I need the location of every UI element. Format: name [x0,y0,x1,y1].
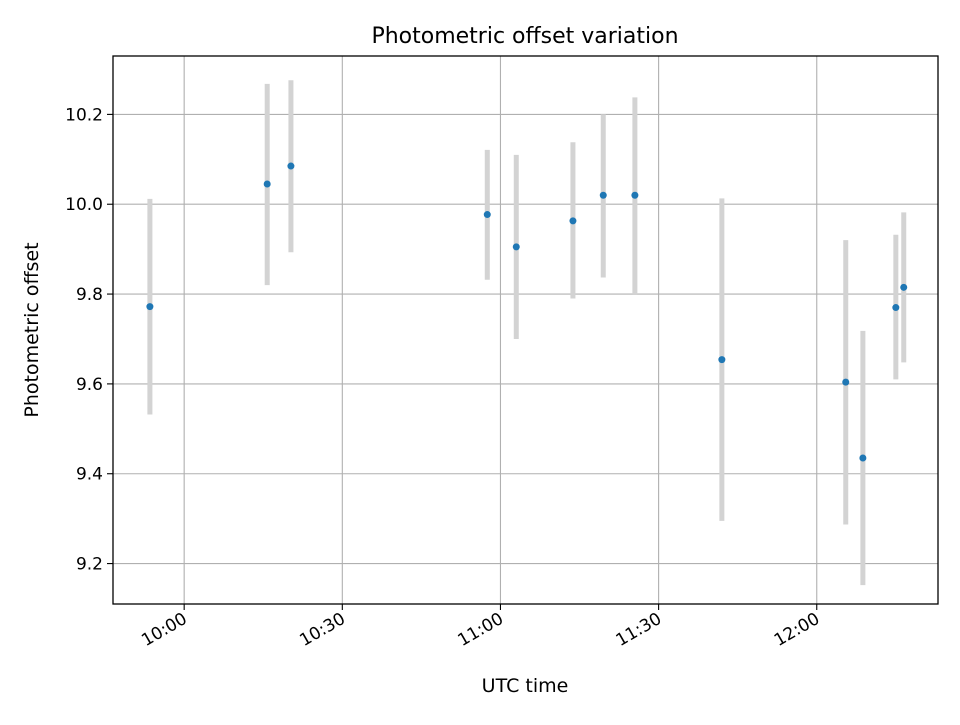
data-point [569,217,577,225]
y-tick-label: 9.8 [76,285,103,305]
y-axis-label: Photometric offset [21,242,43,417]
x-tick-label: 12:00 [771,609,823,651]
data-point-layer [146,162,908,462]
y-tick-label: 9.2 [76,555,103,575]
plot-frame [112,55,939,605]
data-point [859,454,867,462]
y-tick-label: 9.4 [76,465,103,485]
error-bar-layer [147,80,907,586]
x-tick-label: 10:30 [296,609,348,651]
data-point [599,191,607,199]
y-tick-label: 9.6 [76,375,103,395]
chart-title: Photometric offset variation [371,24,678,49]
data-point [512,243,520,251]
x-axis-ticks: 10:00 10:30 11:00 11:30 12:00 [138,604,823,651]
data-point [718,356,726,364]
data-point [900,283,908,291]
x-tick-label: 11:30 [613,609,665,651]
y-tick-label: 10.0 [65,195,103,215]
data-point [842,378,850,386]
data-point [483,211,491,219]
data-point [263,180,271,188]
data-point [146,303,154,311]
y-tick-label: 10.2 [65,105,103,125]
x-tick-label: 10:00 [138,609,190,651]
y-axis-ticks: 9.2 9.4 9.6 9.8 10.0 10.2 [65,105,113,575]
data-point [287,162,295,170]
grid-layer [113,56,938,604]
data-point [631,191,639,199]
x-axis-label: UTC time [482,675,569,697]
x-tick-label: 11:00 [455,609,507,651]
data-point [892,304,900,312]
